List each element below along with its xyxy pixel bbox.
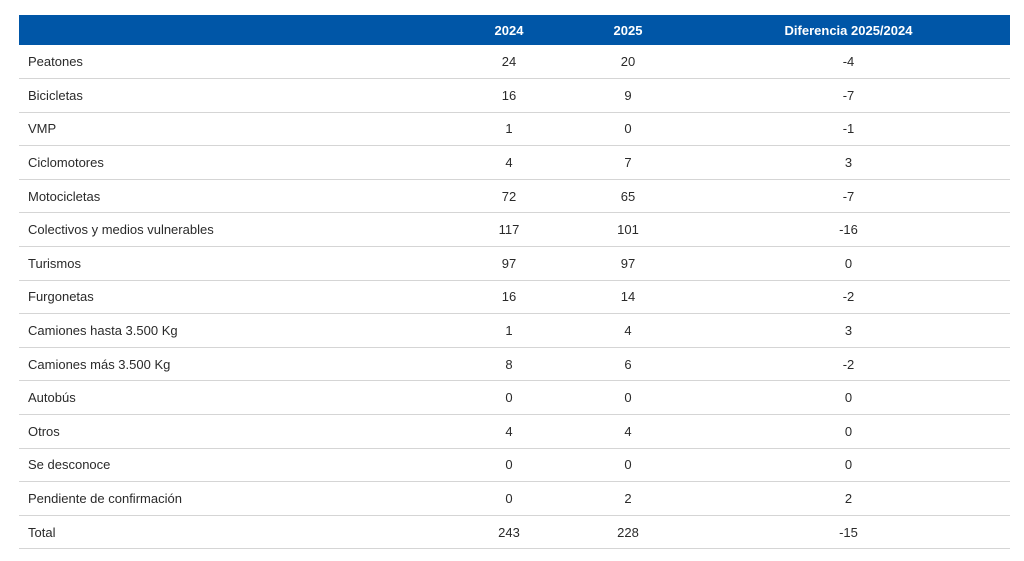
cell-difference: 0 <box>844 457 853 473</box>
cell-difference: -4 <box>842 54 855 70</box>
table-row: Colectivos y medios vulnerables 117 101 … <box>19 213 1010 247</box>
header-2025: 2025 <box>613 22 643 38</box>
row-label: Motocicletas <box>28 188 101 204</box>
cell-2024: 1 <box>505 121 513 137</box>
row-label: Se desconoce <box>28 457 111 473</box>
cell-2024: 8 <box>505 356 513 372</box>
header-2024: 2024 <box>494 22 524 38</box>
cell-2024: 1 <box>505 323 513 339</box>
cell-2025: 6 <box>624 356 632 372</box>
cell-2025: 65 <box>620 188 636 204</box>
cell-2025: 0 <box>624 121 632 137</box>
cell-difference: -7 <box>842 188 855 204</box>
row-label: VMP <box>28 121 57 137</box>
header-difference: Diferencia 2025/2024 <box>784 22 913 38</box>
table-row: Turismos 97 97 0 <box>19 247 1010 281</box>
cell-difference: 3 <box>844 155 853 171</box>
cell-2024: 72 <box>501 188 517 204</box>
table-row: Furgonetas 16 14 -2 <box>19 280 1010 314</box>
cell-2025: 2 <box>624 491 632 507</box>
cell-2024: 0 <box>505 491 513 507</box>
row-label: Pendiente de confirmación <box>28 491 182 507</box>
cell-2025: 20 <box>620 54 636 70</box>
cell-2024: 117 <box>498 222 520 238</box>
cell-2024: 243 <box>498 524 520 540</box>
cell-2025: 4 <box>624 323 632 339</box>
table-row: Peatones 24 20 -4 <box>19 45 1010 79</box>
cell-2024: 97 <box>501 255 517 271</box>
row-label: Turismos <box>28 255 81 271</box>
cell-difference: 0 <box>844 423 853 439</box>
cell-2025: 228 <box>617 524 639 540</box>
row-label: Otros <box>28 423 60 439</box>
table-row: Pendiente de confirmación 0 2 2 <box>19 482 1010 516</box>
vehicle-comparison-table: 2024 2025 Diferencia 2025/2024 Peatones … <box>19 15 1010 549</box>
table-header: 2024 2025 Diferencia 2025/2024 <box>19 15 1010 45</box>
table-row: Ciclomotores 4 7 3 <box>19 146 1010 180</box>
cell-2025: 0 <box>624 457 632 473</box>
cell-difference: -1 <box>842 121 855 137</box>
table-row: Se desconoce 0 0 0 <box>19 448 1010 482</box>
cell-difference: -15 <box>839 524 858 540</box>
cell-difference: 0 <box>844 255 853 271</box>
cell-2025: 14 <box>620 289 636 305</box>
cell-2025: 97 <box>620 255 636 271</box>
table-body: Peatones 24 20 -4 Bicicletas 16 9 -7 VMP… <box>19 45 1010 549</box>
cell-2024: 4 <box>505 155 513 171</box>
cell-difference: 3 <box>844 323 853 339</box>
row-label: Total <box>28 524 56 540</box>
cell-2024: 0 <box>505 457 513 473</box>
row-label: Peatones <box>28 54 83 70</box>
row-label: Furgonetas <box>28 289 94 305</box>
row-label: Colectivos y medios vulnerables <box>28 222 214 238</box>
cell-2025: 4 <box>624 423 632 439</box>
cell-difference: -16 <box>839 222 858 238</box>
data-table-container: 2024 2025 Diferencia 2025/2024 Peatones … <box>19 15 1010 549</box>
header-label-column <box>19 15 449 45</box>
cell-2025: 0 <box>624 390 632 406</box>
row-label: Ciclomotores <box>28 155 104 171</box>
cell-difference: 0 <box>844 390 853 406</box>
cell-difference: -7 <box>842 87 855 103</box>
row-label: Bicicletas <box>28 87 83 103</box>
table-row: Camiones hasta 3.500 Kg 1 4 3 <box>19 314 1010 348</box>
cell-2024: 16 <box>501 289 517 305</box>
table-row: Motocicletas 72 65 -7 <box>19 179 1010 213</box>
cell-2024: 24 <box>501 54 517 70</box>
table-row: Camiones más 3.500 Kg 8 6 -2 <box>19 347 1010 381</box>
cell-difference: 2 <box>844 491 853 507</box>
cell-2025: 9 <box>624 87 632 103</box>
cell-difference: -2 <box>842 356 855 372</box>
cell-2024: 16 <box>501 87 517 103</box>
table-row: VMP 1 0 -1 <box>19 112 1010 146</box>
table-row: Bicicletas 16 9 -7 <box>19 79 1010 113</box>
table-row: Otros 4 4 0 <box>19 415 1010 449</box>
total-row: Total 243 228 -15 <box>19 515 1010 549</box>
table-row: Autobús 0 0 0 <box>19 381 1010 415</box>
row-label: Camiones hasta 3.500 Kg <box>28 323 178 339</box>
header-row: 2024 2025 Diferencia 2025/2024 <box>19 15 1010 45</box>
cell-difference: -2 <box>842 289 855 305</box>
cell-2025: 7 <box>624 155 632 171</box>
cell-2024: 4 <box>505 423 513 439</box>
cell-2024: 0 <box>505 390 513 406</box>
cell-2025: 101 <box>617 222 639 238</box>
row-label: Autobús <box>28 390 76 406</box>
row-label: Camiones más 3.500 Kg <box>28 356 171 372</box>
